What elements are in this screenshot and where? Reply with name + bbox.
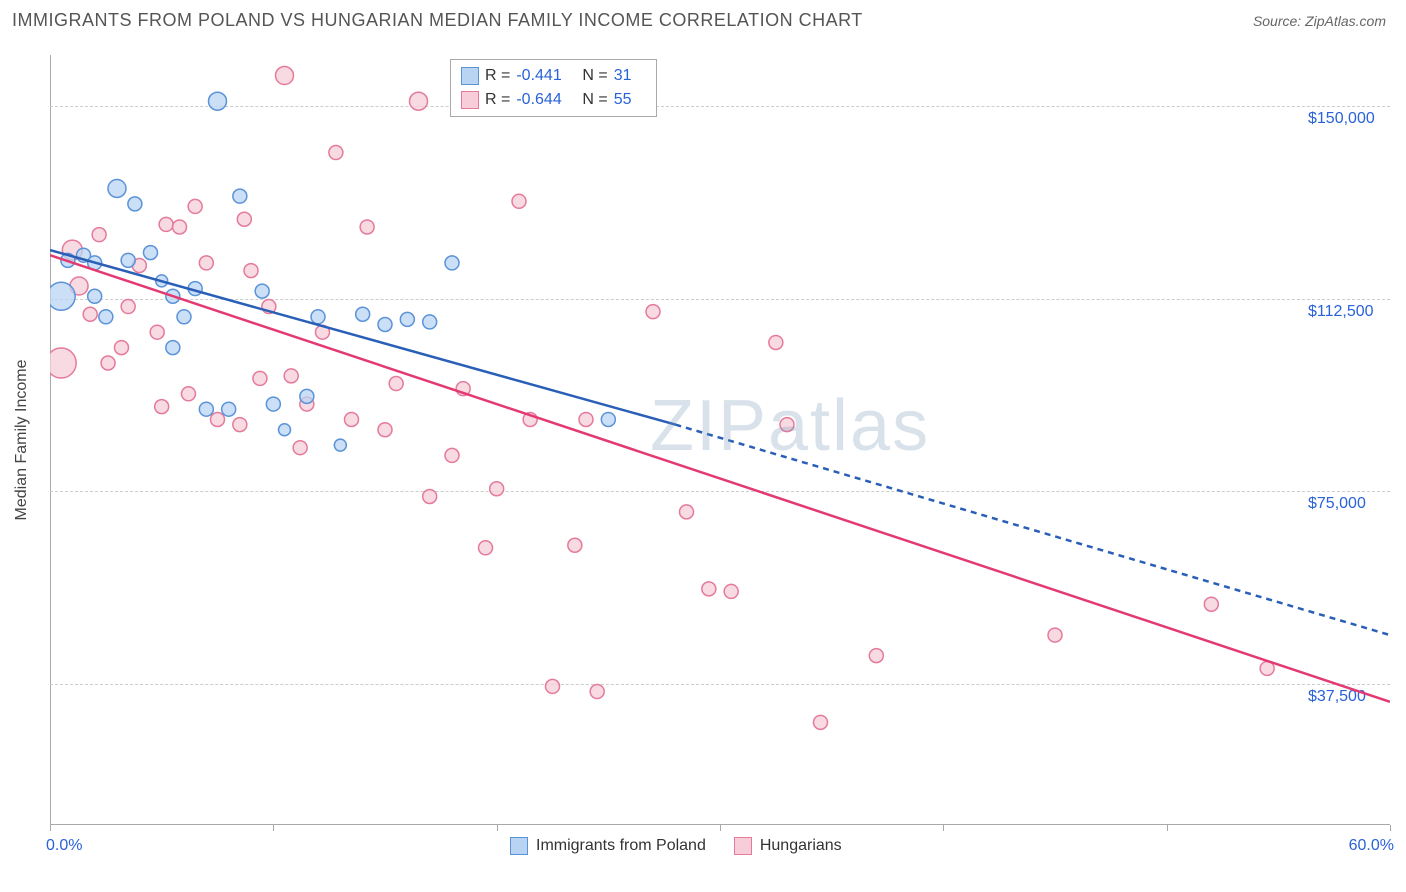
- data-point: [166, 341, 180, 355]
- chart-container: Median Family Income $37,500$75,000$112,…: [50, 55, 1390, 825]
- data-point: [329, 146, 343, 160]
- data-point: [108, 179, 126, 197]
- x-axis-min-label: 0.0%: [46, 837, 82, 855]
- legend-series: Immigrants from Poland Hungarians: [510, 837, 842, 855]
- x-axis-max-label: 60.0%: [1349, 837, 1394, 855]
- regression-line: [50, 255, 1390, 702]
- n-value-blue: 31: [614, 64, 646, 88]
- data-point: [360, 220, 374, 234]
- data-point: [159, 217, 173, 231]
- source-label: Source: ZipAtlas.com: [1253, 13, 1386, 29]
- data-point: [88, 289, 102, 303]
- regression-line: [50, 250, 675, 425]
- legend-stats-row-pink: R = -0.644 N = 55: [461, 88, 646, 112]
- data-point: [83, 307, 97, 321]
- data-point: [345, 412, 359, 426]
- data-point: [211, 412, 225, 426]
- data-point: [173, 220, 187, 234]
- data-point: [702, 582, 716, 596]
- data-point: [423, 489, 437, 503]
- legend-stats-row-blue: R = -0.441 N = 31: [461, 64, 646, 88]
- data-point: [445, 256, 459, 270]
- data-point: [445, 448, 459, 462]
- r-value-blue: -0.441: [516, 64, 576, 88]
- data-point: [199, 256, 213, 270]
- data-point: [144, 246, 158, 260]
- data-point: [410, 92, 428, 110]
- data-point: [389, 377, 403, 391]
- data-point: [601, 412, 615, 426]
- data-point: [814, 715, 828, 729]
- swatch-pink-icon: [734, 837, 752, 855]
- n-value-pink: 55: [614, 88, 646, 112]
- data-point: [128, 197, 142, 211]
- data-point: [546, 679, 560, 693]
- data-point: [50, 282, 75, 310]
- data-point: [378, 423, 392, 437]
- data-point: [1204, 597, 1218, 611]
- data-point: [590, 685, 604, 699]
- r-value-pink: -0.644: [516, 88, 576, 112]
- chart-title: IMMIGRANTS FROM POLAND VS HUNGARIAN MEDI…: [12, 10, 863, 31]
- data-point: [378, 318, 392, 332]
- data-point: [1048, 628, 1062, 642]
- data-point: [579, 412, 593, 426]
- data-point: [121, 300, 135, 314]
- data-point: [181, 387, 195, 401]
- data-point: [50, 348, 76, 378]
- data-point: [237, 212, 251, 226]
- swatch-blue-icon: [510, 837, 528, 855]
- swatch-blue: [461, 67, 479, 85]
- data-point: [253, 371, 267, 385]
- y-axis-label: Median Family Income: [13, 360, 31, 521]
- data-point: [423, 315, 437, 329]
- legend-stats: R = -0.441 N = 31 R = -0.644 N = 55: [450, 59, 657, 117]
- data-point: [177, 310, 191, 324]
- data-point: [188, 199, 202, 213]
- header: IMMIGRANTS FROM POLAND VS HUNGARIAN MEDI…: [0, 0, 1406, 37]
- scatter-plot: [50, 55, 1390, 825]
- data-point: [646, 305, 660, 319]
- data-point: [121, 253, 135, 267]
- data-point: [233, 418, 247, 432]
- data-point: [99, 310, 113, 324]
- data-point: [769, 335, 783, 349]
- data-point: [780, 418, 794, 432]
- data-point: [222, 402, 236, 416]
- data-point: [400, 312, 414, 326]
- data-point: [150, 325, 164, 339]
- data-point: [293, 441, 307, 455]
- data-point: [114, 341, 128, 355]
- data-point: [284, 369, 298, 383]
- data-point: [512, 194, 526, 208]
- data-point: [300, 389, 314, 403]
- data-point: [255, 284, 269, 298]
- data-point: [490, 482, 504, 496]
- legend-item-pink: Hungarians: [734, 837, 842, 855]
- data-point: [680, 505, 694, 519]
- data-point: [311, 310, 325, 324]
- data-point: [479, 541, 493, 555]
- legend-item-blue: Immigrants from Poland: [510, 837, 706, 855]
- data-point: [276, 67, 294, 85]
- data-point: [279, 424, 291, 436]
- data-point: [724, 584, 738, 598]
- data-point: [356, 307, 370, 321]
- swatch-pink: [461, 91, 479, 109]
- data-point: [233, 189, 247, 203]
- data-point: [334, 439, 346, 451]
- data-point: [92, 228, 106, 242]
- regression-line: [675, 425, 1390, 635]
- data-point: [199, 402, 213, 416]
- data-point: [209, 92, 227, 110]
- data-point: [244, 264, 258, 278]
- data-point: [266, 397, 280, 411]
- data-point: [155, 400, 169, 414]
- data-point: [568, 538, 582, 552]
- data-point: [869, 649, 883, 663]
- data-point: [101, 356, 115, 370]
